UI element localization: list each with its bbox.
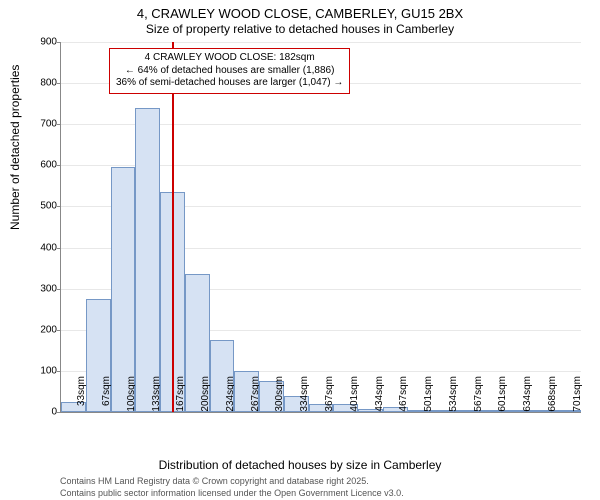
y-tick-label: 500	[21, 201, 57, 212]
annotation-box: 4 CRAWLEY WOOD CLOSE: 182sqm← 64% of det…	[109, 48, 350, 94]
y-tick	[57, 330, 61, 331]
y-tick-label: 0	[21, 407, 57, 418]
annotation-line: 36% of semi-detached houses are larger (…	[116, 77, 343, 90]
y-tick	[57, 206, 61, 207]
y-tick-label: 200	[21, 324, 57, 335]
marker-line	[172, 42, 174, 412]
x-axis-label: Distribution of detached houses by size …	[0, 458, 600, 472]
histogram-bar	[135, 108, 160, 412]
y-tick	[57, 248, 61, 249]
chart-subtitle: Size of property relative to detached ho…	[0, 22, 600, 36]
x-tick-label: 701sqm	[572, 376, 583, 416]
y-tick	[57, 83, 61, 84]
annotation-line: 4 CRAWLEY WOOD CLOSE: 182sqm	[116, 52, 343, 65]
chart-title-address: 4, CRAWLEY WOOD CLOSE, CAMBERLEY, GU15 2…	[0, 6, 600, 21]
property-size-chart: 4, CRAWLEY WOOD CLOSE, CAMBERLEY, GU15 2…	[0, 0, 600, 500]
y-tick	[57, 289, 61, 290]
y-tick-label: 600	[21, 160, 57, 171]
y-tick-label: 400	[21, 242, 57, 253]
y-tick	[57, 371, 61, 372]
y-tick	[57, 165, 61, 166]
plot-area: 010020030040050060070080090033sqm67sqm10…	[60, 42, 581, 413]
gridline	[61, 42, 581, 43]
y-axis-label: Number of detached properties	[8, 65, 22, 230]
footer-licence: Contains public sector information licen…	[60, 488, 404, 498]
y-tick-label: 100	[21, 365, 57, 376]
footer-copyright: Contains HM Land Registry data © Crown c…	[60, 476, 369, 486]
y-tick-label: 800	[21, 78, 57, 89]
y-tick-label: 900	[21, 37, 57, 48]
annotation-line: ← 64% of detached houses are smaller (1,…	[116, 65, 343, 78]
y-tick	[57, 42, 61, 43]
y-tick	[57, 124, 61, 125]
y-tick	[57, 412, 61, 413]
y-tick-label: 700	[21, 119, 57, 130]
y-tick-label: 300	[21, 283, 57, 294]
